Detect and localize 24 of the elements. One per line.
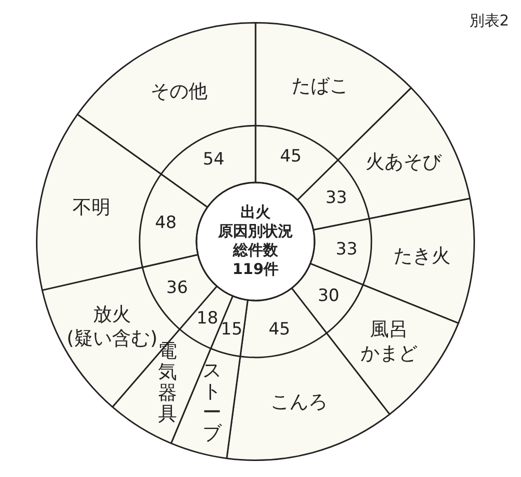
slice-label: こんろ: [270, 390, 328, 413]
data-label: 45: [280, 146, 302, 167]
slice-label: ストーブ: [202, 359, 222, 444]
data-label: 30: [318, 286, 340, 306]
slice-label: 風呂かまど: [360, 318, 418, 364]
slice-label: その他: [150, 80, 208, 103]
slice-label: たばこ: [292, 75, 349, 98]
data-label: 33: [325, 188, 348, 208]
text: 出火: [240, 202, 272, 221]
slice-label: 不明: [72, 196, 110, 219]
data-label: 15: [220, 319, 242, 340]
data-label: 33: [336, 239, 358, 260]
data-label: 36: [166, 278, 188, 298]
text: 原因別状況: [217, 222, 293, 240]
slice-label: 放火(疑い含む): [66, 304, 158, 350]
text: 総件数: [232, 240, 279, 259]
chart-title: 別表2: [469, 11, 509, 30]
data-label: 18: [196, 308, 218, 329]
text: 119件: [232, 260, 279, 278]
data-label: 54: [202, 150, 224, 170]
data-label: 45: [268, 319, 290, 340]
data-label: 48: [154, 212, 177, 233]
slice-label: 火あそび: [365, 150, 442, 173]
slice-label: たき火: [394, 244, 451, 267]
